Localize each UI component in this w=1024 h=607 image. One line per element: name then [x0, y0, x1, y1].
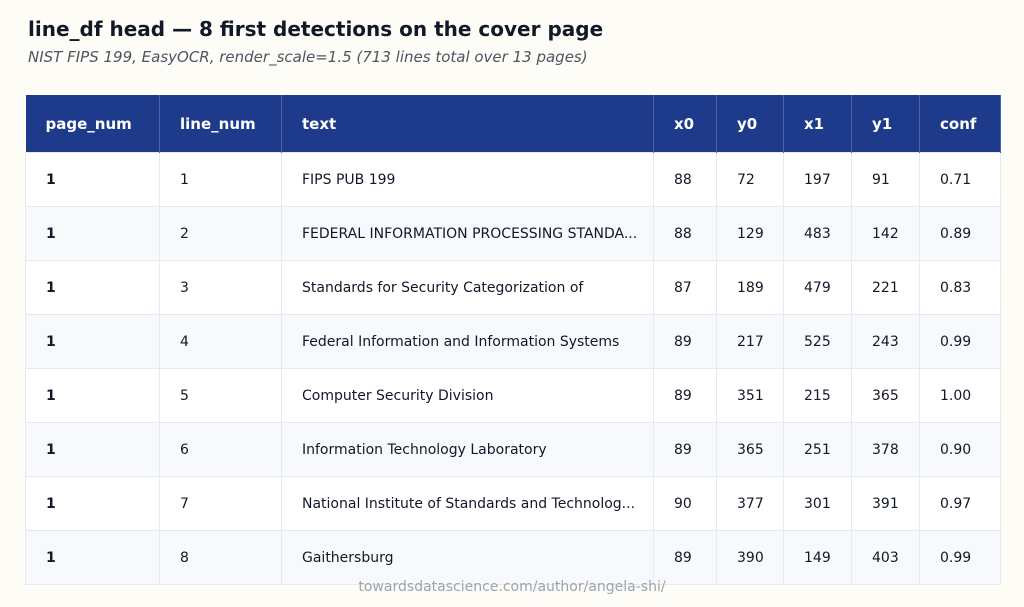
table-cell: 4 — [159, 314, 282, 369]
table-cell: 217 — [716, 314, 784, 369]
table-cell: 1 — [25, 530, 160, 585]
table-row: 1 3 Standards for Security Categorization … — [25, 260, 1001, 315]
table-cell: 1 — [25, 206, 160, 261]
table-cell: 1.00 — [919, 368, 1001, 423]
table-cell: 1 — [25, 422, 160, 477]
table-row: 1 1 FIPS PUB 199 88 72 197 91 0.71 — [25, 152, 1001, 207]
subtitle: NIST FIPS 199, EasyOCR, render_scale=1.5… — [28, 48, 588, 66]
table-cell: 377 — [716, 476, 784, 531]
table-cell: 89 — [653, 368, 717, 423]
column-header: y0 — [716, 95, 784, 153]
table-cell: 301 — [783, 476, 852, 531]
table-cell: 189 — [716, 260, 784, 315]
table-cell: 1 — [25, 314, 160, 369]
table-cell: 390 — [716, 530, 784, 585]
table-cell: 89 — [653, 422, 717, 477]
title: line_df head — 8 first detections on the… — [28, 17, 604, 41]
table-cell: 197 — [783, 152, 852, 207]
table-cell: 91 — [851, 152, 920, 207]
table-cell: 5 — [159, 368, 282, 423]
table-cell: 0.83 — [919, 260, 1001, 315]
table-body: 1 1 FIPS PUB 199 88 72 197 91 0.71 1 2 FEDERAL INF… — [25, 152, 1001, 585]
table-cell: FEDERAL INFORMATION PROCESSING STANDA... — [281, 206, 654, 261]
table-cell: 87 — [653, 260, 717, 315]
table-row: 1 2 FEDERAL INFORMATION PROCESSING STANDA.… — [25, 206, 1001, 261]
table-cell: 8 — [159, 530, 282, 585]
table-cell: 243 — [851, 314, 920, 369]
table-row: 1 5 Computer Security Division 89 351 215 365 1… — [25, 368, 1001, 423]
footer: towardsdatascience.com/author/angela-shi… — [358, 579, 666, 595]
table-cell: 0.99 — [919, 314, 1001, 369]
table-cell: 149 — [783, 530, 852, 585]
column-header: x1 — [783, 95, 852, 153]
table-cell: 88 — [653, 152, 717, 207]
column-header: page_num — [25, 95, 160, 153]
table-cell: 251 — [783, 422, 852, 477]
table-cell: 7 — [159, 476, 282, 531]
table-cell: 129 — [716, 206, 784, 261]
header-row: page_num line_num text x0 y0 x1 y1 conf — [25, 95, 1001, 153]
table-cell: Gaithersburg — [281, 530, 654, 585]
table-cell: 3 — [159, 260, 282, 315]
table-cell: 89 — [653, 530, 717, 585]
table-cell: 6 — [159, 422, 282, 477]
table-row: 1 8 Gaithersburg 89 390 149 403 0.99 — [25, 530, 1001, 585]
table-cell: 1 — [25, 152, 160, 207]
table-cell: FIPS PUB 199 — [281, 152, 654, 207]
column-header: x0 — [653, 95, 717, 153]
table-cell: 0.90 — [919, 422, 1001, 477]
table-cell: 221 — [851, 260, 920, 315]
table-cell: 0.97 — [919, 476, 1001, 531]
table-cell: 72 — [716, 152, 784, 207]
table-cell: 0.71 — [919, 152, 1001, 207]
table-cell: 1 — [25, 368, 160, 423]
table-cell: 378 — [851, 422, 920, 477]
table-cell: 483 — [783, 206, 852, 261]
table-cell: 0.89 — [919, 206, 1001, 261]
table-cell: Computer Security Division — [281, 368, 654, 423]
table-cell: 365 — [716, 422, 784, 477]
table-cell: Information Technology Laboratory — [281, 422, 654, 477]
column-header: text — [281, 95, 654, 153]
table-cell: Federal Information and Information Syst… — [281, 314, 654, 369]
table-cell: 89 — [653, 314, 717, 369]
table-cell: 142 — [851, 206, 920, 261]
column-header: conf — [919, 95, 1001, 153]
table-cell: 525 — [783, 314, 852, 369]
table-cell: 2 — [159, 206, 282, 261]
table-cell: 0.99 — [919, 530, 1001, 585]
table-cell: 403 — [851, 530, 920, 585]
table-row: 1 7 National Institute of Standards and Te… — [25, 476, 1001, 531]
table-row: 1 6 Information Technology Laboratory 89 365… — [25, 422, 1001, 477]
table-cell: 90 — [653, 476, 717, 531]
column-header: line_num — [159, 95, 282, 153]
column-header: y1 — [851, 95, 920, 153]
table-cell: 479 — [783, 260, 852, 315]
table-row: 1 4 Federal Information and Information Sy… — [25, 314, 1001, 369]
table-cell: 365 — [851, 368, 920, 423]
table-cell: 391 — [851, 476, 920, 531]
table-cell: National Institute of Standards and Tech… — [281, 476, 654, 531]
table-cell: 1 — [159, 152, 282, 207]
data-table: page_num line_num text x0 y0 x1 y1 conf 1 1 FIPS … — [25, 95, 1001, 585]
table-cell: 1 — [25, 260, 160, 315]
table-cell: 215 — [783, 368, 852, 423]
table-cell: 88 — [653, 206, 717, 261]
table-cell: 1 — [25, 476, 160, 531]
table-cell: 351 — [716, 368, 784, 423]
table-cell: Standards for Security Categorization of — [281, 260, 654, 315]
